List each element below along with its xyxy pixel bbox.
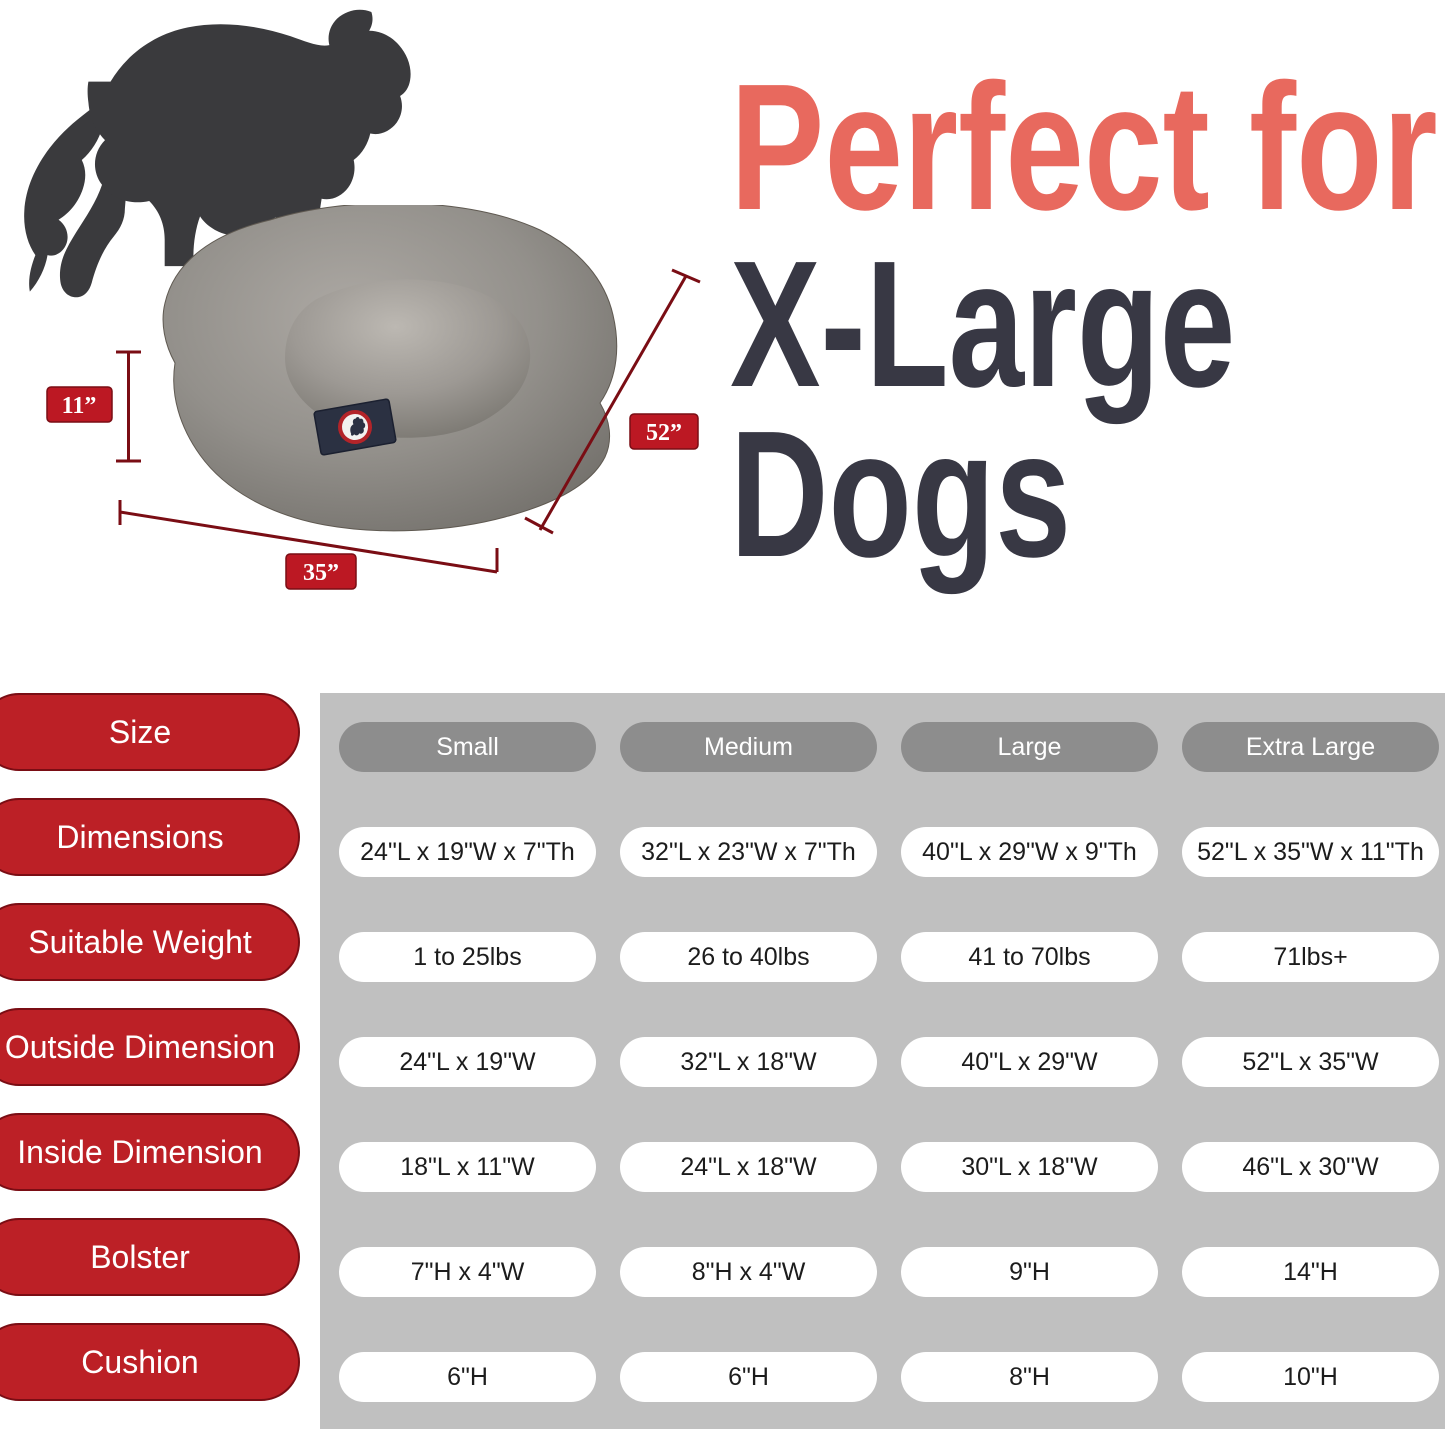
svg-text:52”: 52” — [646, 420, 682, 446]
svg-text:11”: 11” — [62, 393, 97, 419]
svg-text:35”: 35” — [303, 560, 339, 586]
